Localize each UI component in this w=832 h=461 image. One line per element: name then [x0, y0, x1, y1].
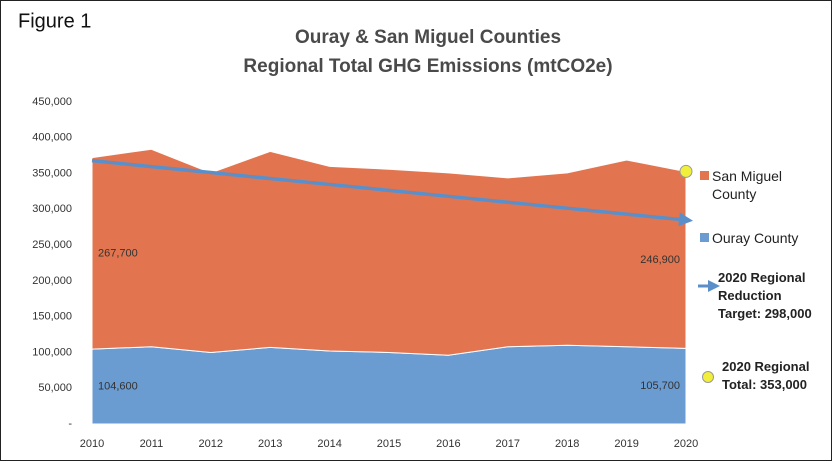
x-tick-label: 2014: [317, 438, 341, 450]
x-tick-label: 2019: [614, 438, 638, 450]
area: [91, 344, 687, 425]
x-tick-label: 2016: [436, 438, 460, 450]
legend-entry: 2020 Regional Reduction Target: 298,000: [718, 270, 812, 321]
y-tick-label: 400,000: [32, 132, 72, 144]
point: [679, 164, 693, 178]
y-tick-label: 150,000: [32, 311, 72, 323]
y-tick-label: -: [68, 418, 72, 430]
x-tick-label: 2010: [80, 438, 104, 450]
y-tick-label: 100,000: [32, 346, 72, 358]
x-tick-label: 2018: [555, 438, 579, 450]
data-label: 104,600: [98, 380, 138, 392]
legend-entry: San Miguel County: [712, 168, 783, 202]
y-tick-label: 350,000: [32, 167, 72, 179]
legend-swatch: [700, 171, 709, 180]
x-tick-label: 2013: [258, 438, 282, 450]
y-tick-label: 200,000: [32, 275, 72, 287]
legend-entry: 2020 Regional Total: 353,000: [722, 359, 810, 392]
legend-entry: Ouray County: [712, 230, 799, 246]
x-tick-label: 2017: [496, 438, 520, 450]
chart-subtitle: Regional Total GHG Emissions (mtCO2e): [243, 56, 612, 77]
y-tick-label: 250,000: [32, 239, 72, 251]
x-tick-label: 2012: [199, 438, 223, 450]
y-tick-label: 300,000: [32, 203, 72, 215]
data-label: 246,900: [640, 254, 680, 266]
x-tick-label: 2011: [140, 438, 164, 450]
y-tick-label: 450,000: [32, 96, 72, 108]
legend-swatch: [700, 233, 709, 242]
data-label: 105,700: [640, 380, 680, 392]
line: [91, 158, 693, 227]
x-tick-label: 2015: [377, 438, 401, 450]
y-tick-label: 50,000: [38, 382, 72, 394]
legend-dot: [702, 371, 714, 383]
figure-label: Figure 1: [18, 10, 91, 32]
data-label: 267,700: [98, 247, 138, 259]
area: [91, 148, 687, 356]
x-tick-label: 2020: [674, 438, 698, 450]
chart-title: Ouray & San Miguel Counties: [295, 27, 561, 48]
